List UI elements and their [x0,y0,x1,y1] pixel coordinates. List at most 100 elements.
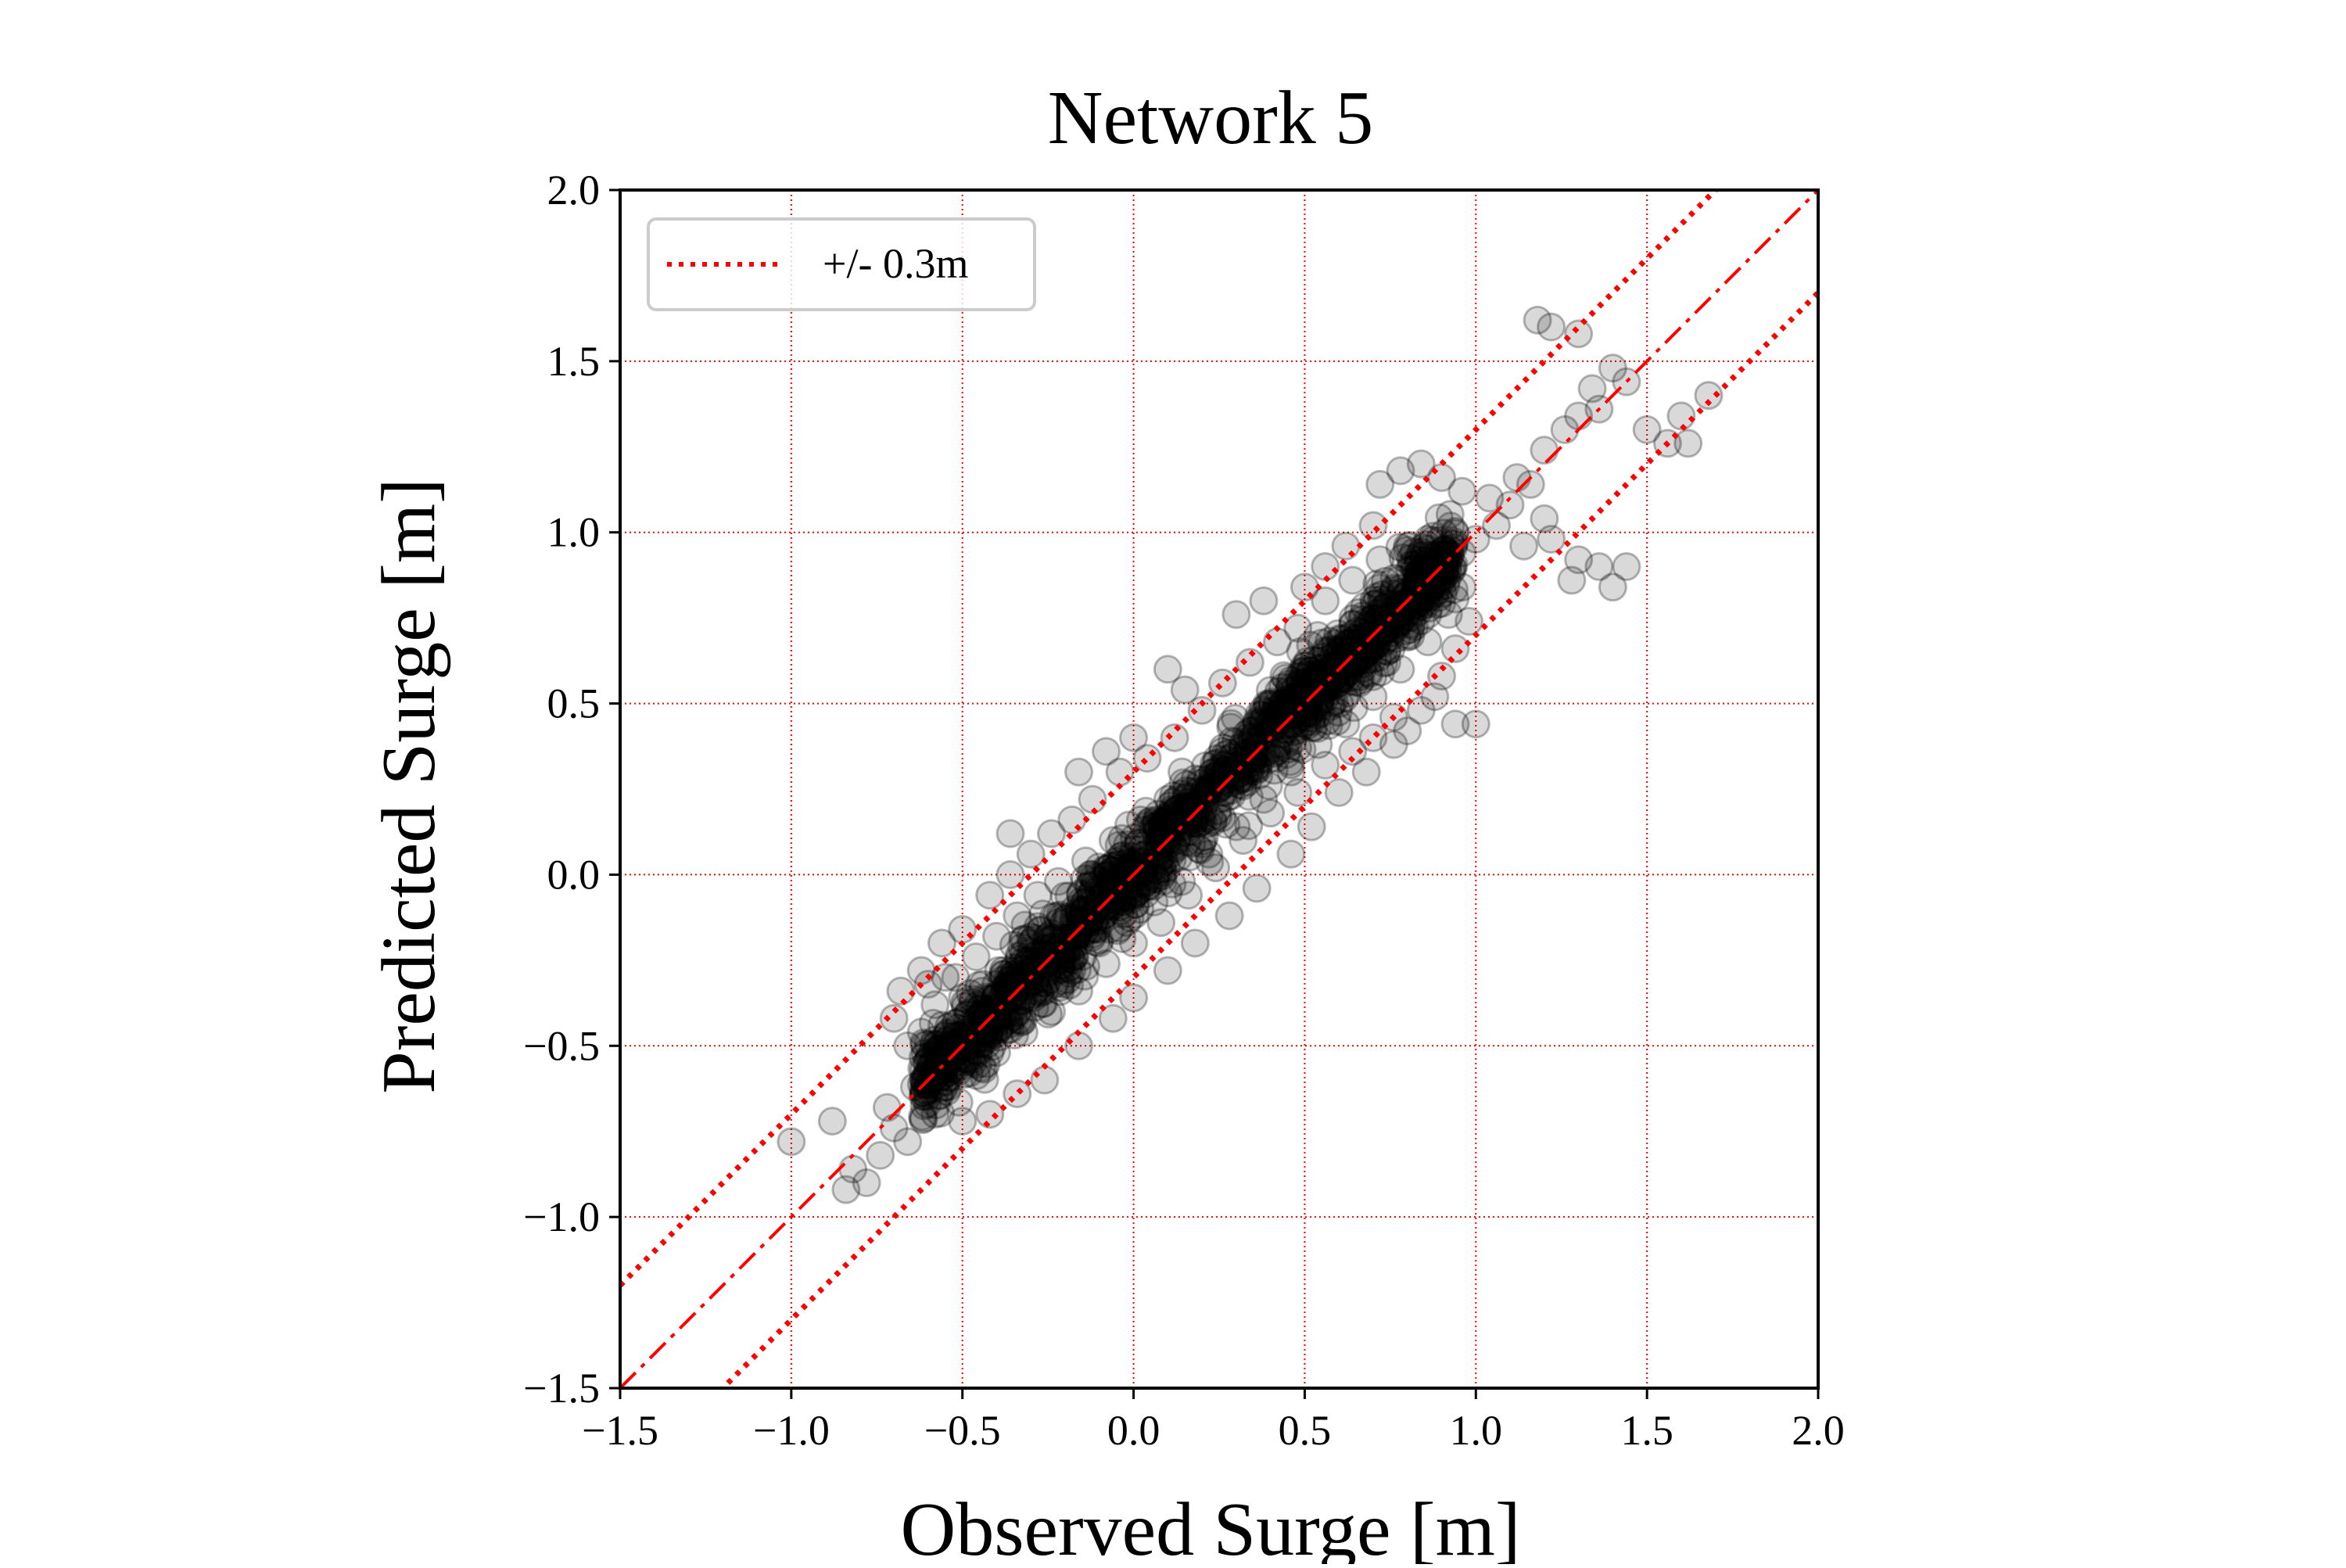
data-point-622 [963,990,992,1020]
data-point-168 [968,969,998,999]
data-point-1107 [1368,628,1398,658]
data-point-15 [1119,723,1149,752]
data-point-419 [1315,660,1344,690]
data-point-182 [1344,668,1374,698]
data-point-272 [1011,970,1041,999]
data-point-384 [970,1016,1000,1046]
data-point-202 [1194,776,1224,806]
data-point-971 [1427,558,1457,587]
data-point-821 [1149,820,1178,849]
data-point-1469 [964,971,994,1000]
data-point-857 [1180,793,1210,823]
data-point-249 [1407,569,1437,598]
data-point-464 [989,960,1019,989]
x-tick-label-2: −0.5 [924,1407,1001,1454]
data-point-1221 [1066,881,1096,910]
data-point-1087 [1075,881,1105,910]
data-point-449 [1316,666,1346,695]
data-point-1088 [1417,571,1447,601]
data-point-1578 [1121,846,1150,876]
data-point-678 [1289,658,1318,687]
data-point-224 [1290,651,1319,681]
data-point-136 [1153,784,1182,814]
data-point-820 [1121,890,1150,920]
data-point-305 [1172,827,1202,857]
data-point-1131 [1128,868,1157,898]
data-point-270 [1023,912,1053,942]
data-point-96 [1338,565,1368,595]
x-tick-label-3: 0.0 [1107,1407,1160,1454]
data-point-278 [1096,863,1126,892]
data-point-10 [913,969,943,999]
data-point-16 [1153,655,1182,684]
data-point-691 [1436,535,1465,565]
data-point-4 [866,1140,895,1170]
data-point-1067 [1404,545,1433,575]
data-point-518 [995,1004,1024,1034]
data-point-597 [1110,859,1139,888]
data-point-767 [1275,747,1305,777]
data-point-360 [1003,998,1032,1028]
data-point-981 [975,1038,1005,1067]
data-point-689 [1315,626,1344,656]
data-point-929 [1353,645,1383,675]
data-point-1059 [1372,637,1401,667]
data-point-434 [1042,942,1071,971]
data-point-236 [1060,942,1089,971]
data-point-197 [1176,777,1206,806]
data-point-810 [1124,829,1153,859]
data-point-568 [1361,607,1391,637]
data-point-291 [1296,655,1325,685]
data-point-277 [913,1029,942,1059]
data-point-800 [1008,1006,1038,1036]
data-point-514 [1335,666,1365,696]
data-point-904 [1118,856,1148,886]
data-point-771 [1390,616,1420,646]
data-point-1185 [1179,792,1209,822]
data-point-359 [1061,923,1091,953]
data-point-1029 [1397,609,1426,639]
data-point-127 [941,963,970,992]
data-point-380 [970,1018,999,1048]
data-point-1547 [1391,601,1421,631]
data-point-118 [1064,976,1094,1006]
data-point-179 [1262,737,1292,766]
data-point-280 [1386,573,1416,603]
data-point-501 [987,1001,1017,1031]
data-point-737 [1024,950,1053,980]
data-point-1078 [1164,812,1194,841]
data-point-687 [1147,854,1177,884]
data-point-213 [1281,681,1311,711]
data-point-594 [1126,859,1156,888]
data-point-121 [981,1038,1011,1067]
data-point-570 [1268,689,1298,719]
data-point-799 [1433,539,1463,569]
data-point-310 [1062,920,1092,950]
data-point-635 [1414,594,1444,623]
data-point-1122 [1046,977,1075,1006]
data-point-946 [1275,684,1304,713]
data-point-64 [1214,901,1244,931]
y-tick-label-1: −1.0 [523,1193,600,1240]
data-point-1220 [1034,999,1064,1029]
data-point-169 [988,956,1018,985]
data-point-773 [958,1017,988,1047]
data-point-939 [981,1001,1010,1031]
data-point-888 [956,978,985,1008]
data-point-404 [1051,904,1081,934]
data-point-1177 [1325,689,1354,719]
data-point-785 [1283,733,1313,762]
data-point-98 [1393,531,1422,561]
data-point-855 [910,1039,940,1068]
data-point-438 [1293,683,1322,712]
data-point-1140 [1119,834,1149,864]
data-point-880 [1429,553,1459,583]
data-point-1168 [1330,684,1360,713]
data-point-102 [1455,607,1484,637]
data-point-326 [943,1014,973,1043]
data-point-311 [1261,744,1291,773]
points-layer [777,305,1724,1204]
data-point-833 [1117,841,1146,871]
data-point-954 [926,1098,956,1128]
